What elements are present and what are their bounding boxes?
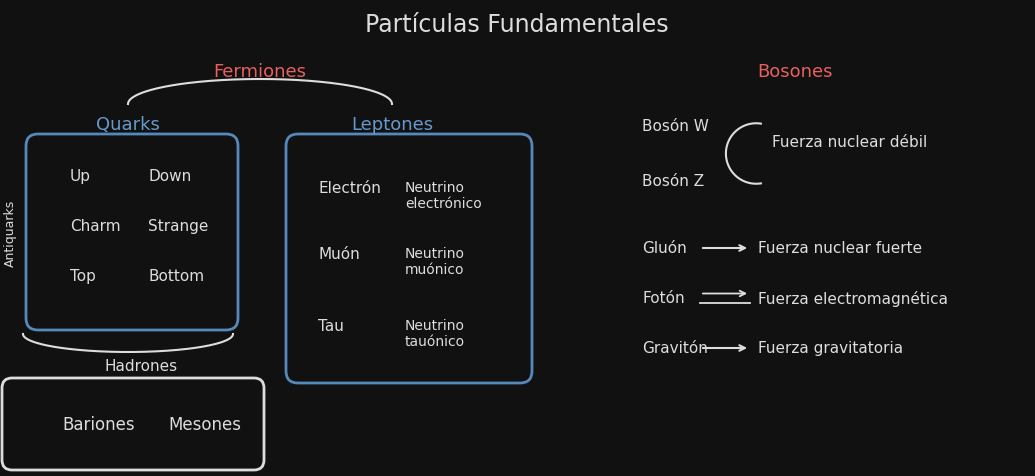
Text: Neutrino
electrónico: Neutrino electrónico: [405, 180, 481, 211]
Text: Bosón W: Bosón W: [642, 119, 709, 134]
Text: Up: Up: [70, 169, 91, 184]
Text: Charm: Charm: [70, 219, 121, 234]
Text: Electrón: Electrón: [318, 180, 381, 196]
Text: Partículas Fundamentales: Partículas Fundamentales: [365, 13, 669, 37]
Text: Bariones: Bariones: [62, 415, 135, 433]
Text: Tau: Tau: [318, 318, 344, 333]
Text: Gluón: Gluón: [642, 241, 687, 256]
Text: Fuerza nuclear fuerte: Fuerza nuclear fuerte: [758, 241, 922, 256]
Text: Fuerza gravitatoria: Fuerza gravitatoria: [758, 341, 904, 356]
Text: Down: Down: [148, 169, 191, 184]
Text: Bottom: Bottom: [148, 269, 204, 284]
Text: Gravitón: Gravitón: [642, 341, 708, 356]
Text: Antiquarks: Antiquarks: [3, 199, 17, 266]
Text: Fuerza electromagnética: Fuerza electromagnética: [758, 290, 948, 307]
Text: Muón: Muón: [318, 247, 360, 261]
Text: Hadrones: Hadrones: [105, 359, 178, 374]
Text: Fotón: Fotón: [642, 291, 684, 306]
Text: Top: Top: [70, 269, 96, 284]
Text: Quarks: Quarks: [96, 116, 160, 134]
Text: Mesones: Mesones: [168, 415, 241, 433]
Text: Fuerza nuclear débil: Fuerza nuclear débil: [772, 135, 927, 149]
Text: Bosón Z: Bosón Z: [642, 174, 704, 189]
Text: Neutrino
muónico: Neutrino muónico: [405, 247, 465, 277]
Text: Fermiones: Fermiones: [213, 63, 306, 81]
Text: Bosones: Bosones: [758, 63, 833, 81]
Text: Strange: Strange: [148, 219, 208, 234]
Text: Leptones: Leptones: [351, 116, 433, 134]
Text: Neutrino
tauónico: Neutrino tauónico: [405, 318, 465, 348]
